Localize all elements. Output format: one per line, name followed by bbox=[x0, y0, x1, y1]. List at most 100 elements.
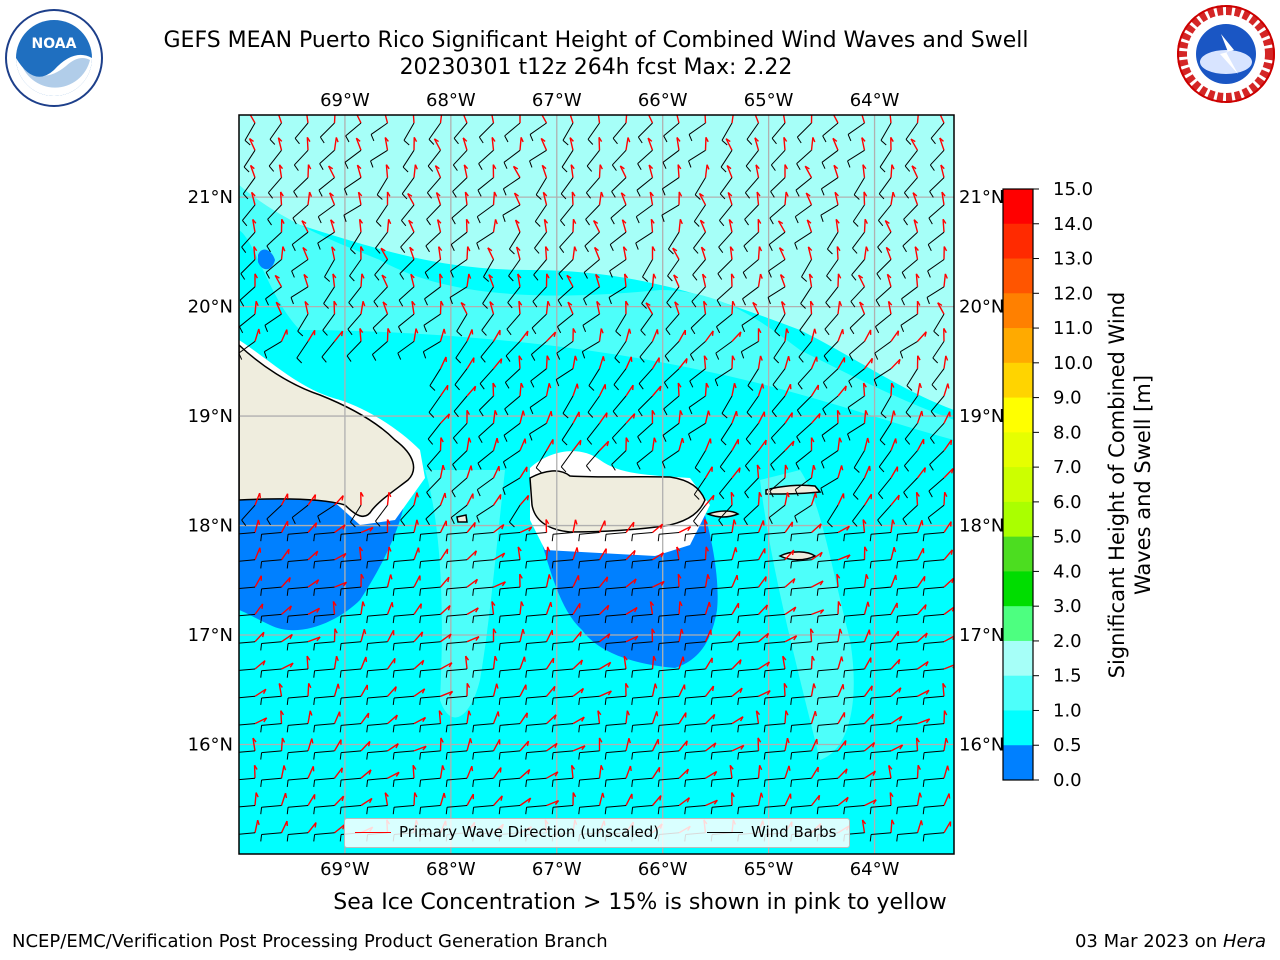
wind-barb-flag bbox=[453, 138, 459, 145]
wave-arrow-head bbox=[274, 274, 280, 279]
wave-direction-arrow bbox=[757, 246, 761, 260]
wave-direction-arrow bbox=[939, 137, 945, 151]
wave-arrow-head bbox=[841, 329, 845, 335]
wind-barb bbox=[849, 313, 865, 329]
wave-arrow-head bbox=[340, 767, 344, 773]
wave-direction-arrow bbox=[731, 115, 734, 124]
wind-barb-flag bbox=[260, 697, 263, 706]
wind-barb-flag bbox=[286, 588, 289, 596]
wave-direction-arrow bbox=[704, 466, 713, 479]
wave-arrow-head bbox=[898, 716, 903, 722]
wind-barb-flag bbox=[556, 352, 561, 360]
wind-barb bbox=[636, 450, 653, 464]
wave-direction-arrow bbox=[890, 658, 901, 670]
wind-barb-flag bbox=[476, 216, 481, 224]
wind-barb bbox=[606, 559, 627, 563]
wind-barb bbox=[897, 832, 918, 836]
wave-direction-arrow bbox=[572, 575, 580, 588]
wave-arrow-head bbox=[812, 464, 816, 471]
wind-barb bbox=[661, 204, 680, 216]
wave-arrow-head bbox=[791, 521, 794, 527]
wind-barb-flag bbox=[694, 194, 701, 200]
wind-barb bbox=[477, 477, 494, 491]
wave-arrow-head bbox=[756, 464, 761, 470]
wind-barb-flag bbox=[850, 301, 856, 308]
wind-barb-flag bbox=[291, 244, 296, 252]
wind-barb bbox=[659, 532, 680, 535]
wind-barb-flag bbox=[642, 276, 649, 282]
wind-barb-flag bbox=[773, 357, 780, 364]
wind-barb bbox=[924, 723, 945, 726]
wave-direction-arrow bbox=[569, 115, 574, 124]
wave-direction-arrow bbox=[599, 604, 610, 615]
wave-direction-arrow bbox=[280, 246, 284, 260]
wave-arrow-head bbox=[819, 552, 823, 558]
wave-direction-arrow bbox=[943, 549, 953, 561]
wind-barb bbox=[712, 695, 733, 699]
wind-barb bbox=[826, 259, 839, 277]
colorbar-title: Significant Height of Combined Wind Wave… bbox=[1105, 291, 1155, 679]
wind-barb bbox=[847, 122, 865, 135]
wave-direction-arrow bbox=[837, 385, 847, 397]
wave-arrow-head bbox=[262, 688, 267, 694]
wind-barb-flag bbox=[525, 807, 528, 815]
wind-barb bbox=[341, 613, 362, 617]
wind-barb bbox=[765, 532, 786, 535]
wave-arrow-head bbox=[359, 218, 364, 224]
wave-direction-arrow bbox=[412, 115, 415, 124]
wind-barb-flag bbox=[241, 246, 247, 254]
wind-barb bbox=[398, 286, 415, 301]
wave-direction-arrow bbox=[805, 192, 813, 206]
wave-arrow-head bbox=[492, 164, 497, 170]
wind-barb bbox=[584, 231, 600, 247]
wave-arrow-head bbox=[711, 330, 714, 336]
wind-barb-flag bbox=[450, 517, 455, 525]
wind-barb bbox=[712, 613, 733, 617]
wave-direction-arrow bbox=[332, 601, 336, 615]
wave-direction-arrow bbox=[758, 632, 769, 643]
wave-arrow-head bbox=[920, 820, 923, 826]
wind-barb-flag bbox=[774, 330, 781, 337]
wave-arrow-head bbox=[381, 274, 387, 279]
wave-direction-arrow bbox=[413, 492, 418, 506]
wind-barb bbox=[508, 231, 521, 250]
wave-arrow-head bbox=[463, 164, 469, 170]
wind-barb bbox=[746, 122, 759, 140]
wave-arrow-head bbox=[709, 438, 712, 444]
wind-barb bbox=[341, 586, 362, 590]
wave-arrow-head bbox=[553, 331, 557, 338]
wave-direction-arrow bbox=[777, 220, 786, 233]
wave-direction-arrow bbox=[439, 384, 449, 397]
wave-arrow-head bbox=[410, 273, 415, 279]
wave-direction-arrow bbox=[518, 301, 521, 315]
wind-barb bbox=[553, 532, 574, 535]
wave-arrow-head bbox=[546, 546, 551, 552]
wave-direction-arrow bbox=[334, 524, 346, 534]
wave-arrow-head bbox=[496, 437, 499, 444]
wave-direction-arrow bbox=[810, 655, 813, 670]
wind-barb-flag bbox=[641, 303, 647, 309]
wave-arrow-head bbox=[699, 192, 704, 197]
wind-barb bbox=[796, 422, 812, 438]
wave-direction-arrow bbox=[280, 710, 283, 724]
wave-arrow-head bbox=[495, 683, 499, 689]
wind-barb bbox=[343, 204, 362, 216]
wind-barb-flag bbox=[636, 189, 641, 197]
wave-direction-arrow bbox=[863, 574, 868, 588]
wave-arrow-head bbox=[897, 330, 900, 336]
wind-barb-flag bbox=[684, 725, 687, 733]
wind-barb-flag bbox=[896, 807, 899, 815]
wave-direction-arrow bbox=[837, 554, 851, 561]
wave-arrow-head bbox=[865, 573, 869, 580]
wind-barb-flag bbox=[768, 244, 773, 252]
wind-barb-flag bbox=[498, 752, 501, 760]
wave-arrow-head bbox=[287, 549, 290, 555]
wind-barb bbox=[902, 231, 918, 247]
wave-arrow-head bbox=[469, 738, 473, 744]
wind-barb-flag bbox=[392, 697, 395, 706]
wind-barb-flag bbox=[531, 327, 537, 335]
wind-barb-flag bbox=[419, 670, 422, 678]
wave-arrow-head bbox=[788, 765, 791, 771]
wind-barb bbox=[685, 613, 706, 617]
lon-labels-top: 69°W 68°W 67°W 66°W 65°W 64°W bbox=[320, 90, 900, 111]
